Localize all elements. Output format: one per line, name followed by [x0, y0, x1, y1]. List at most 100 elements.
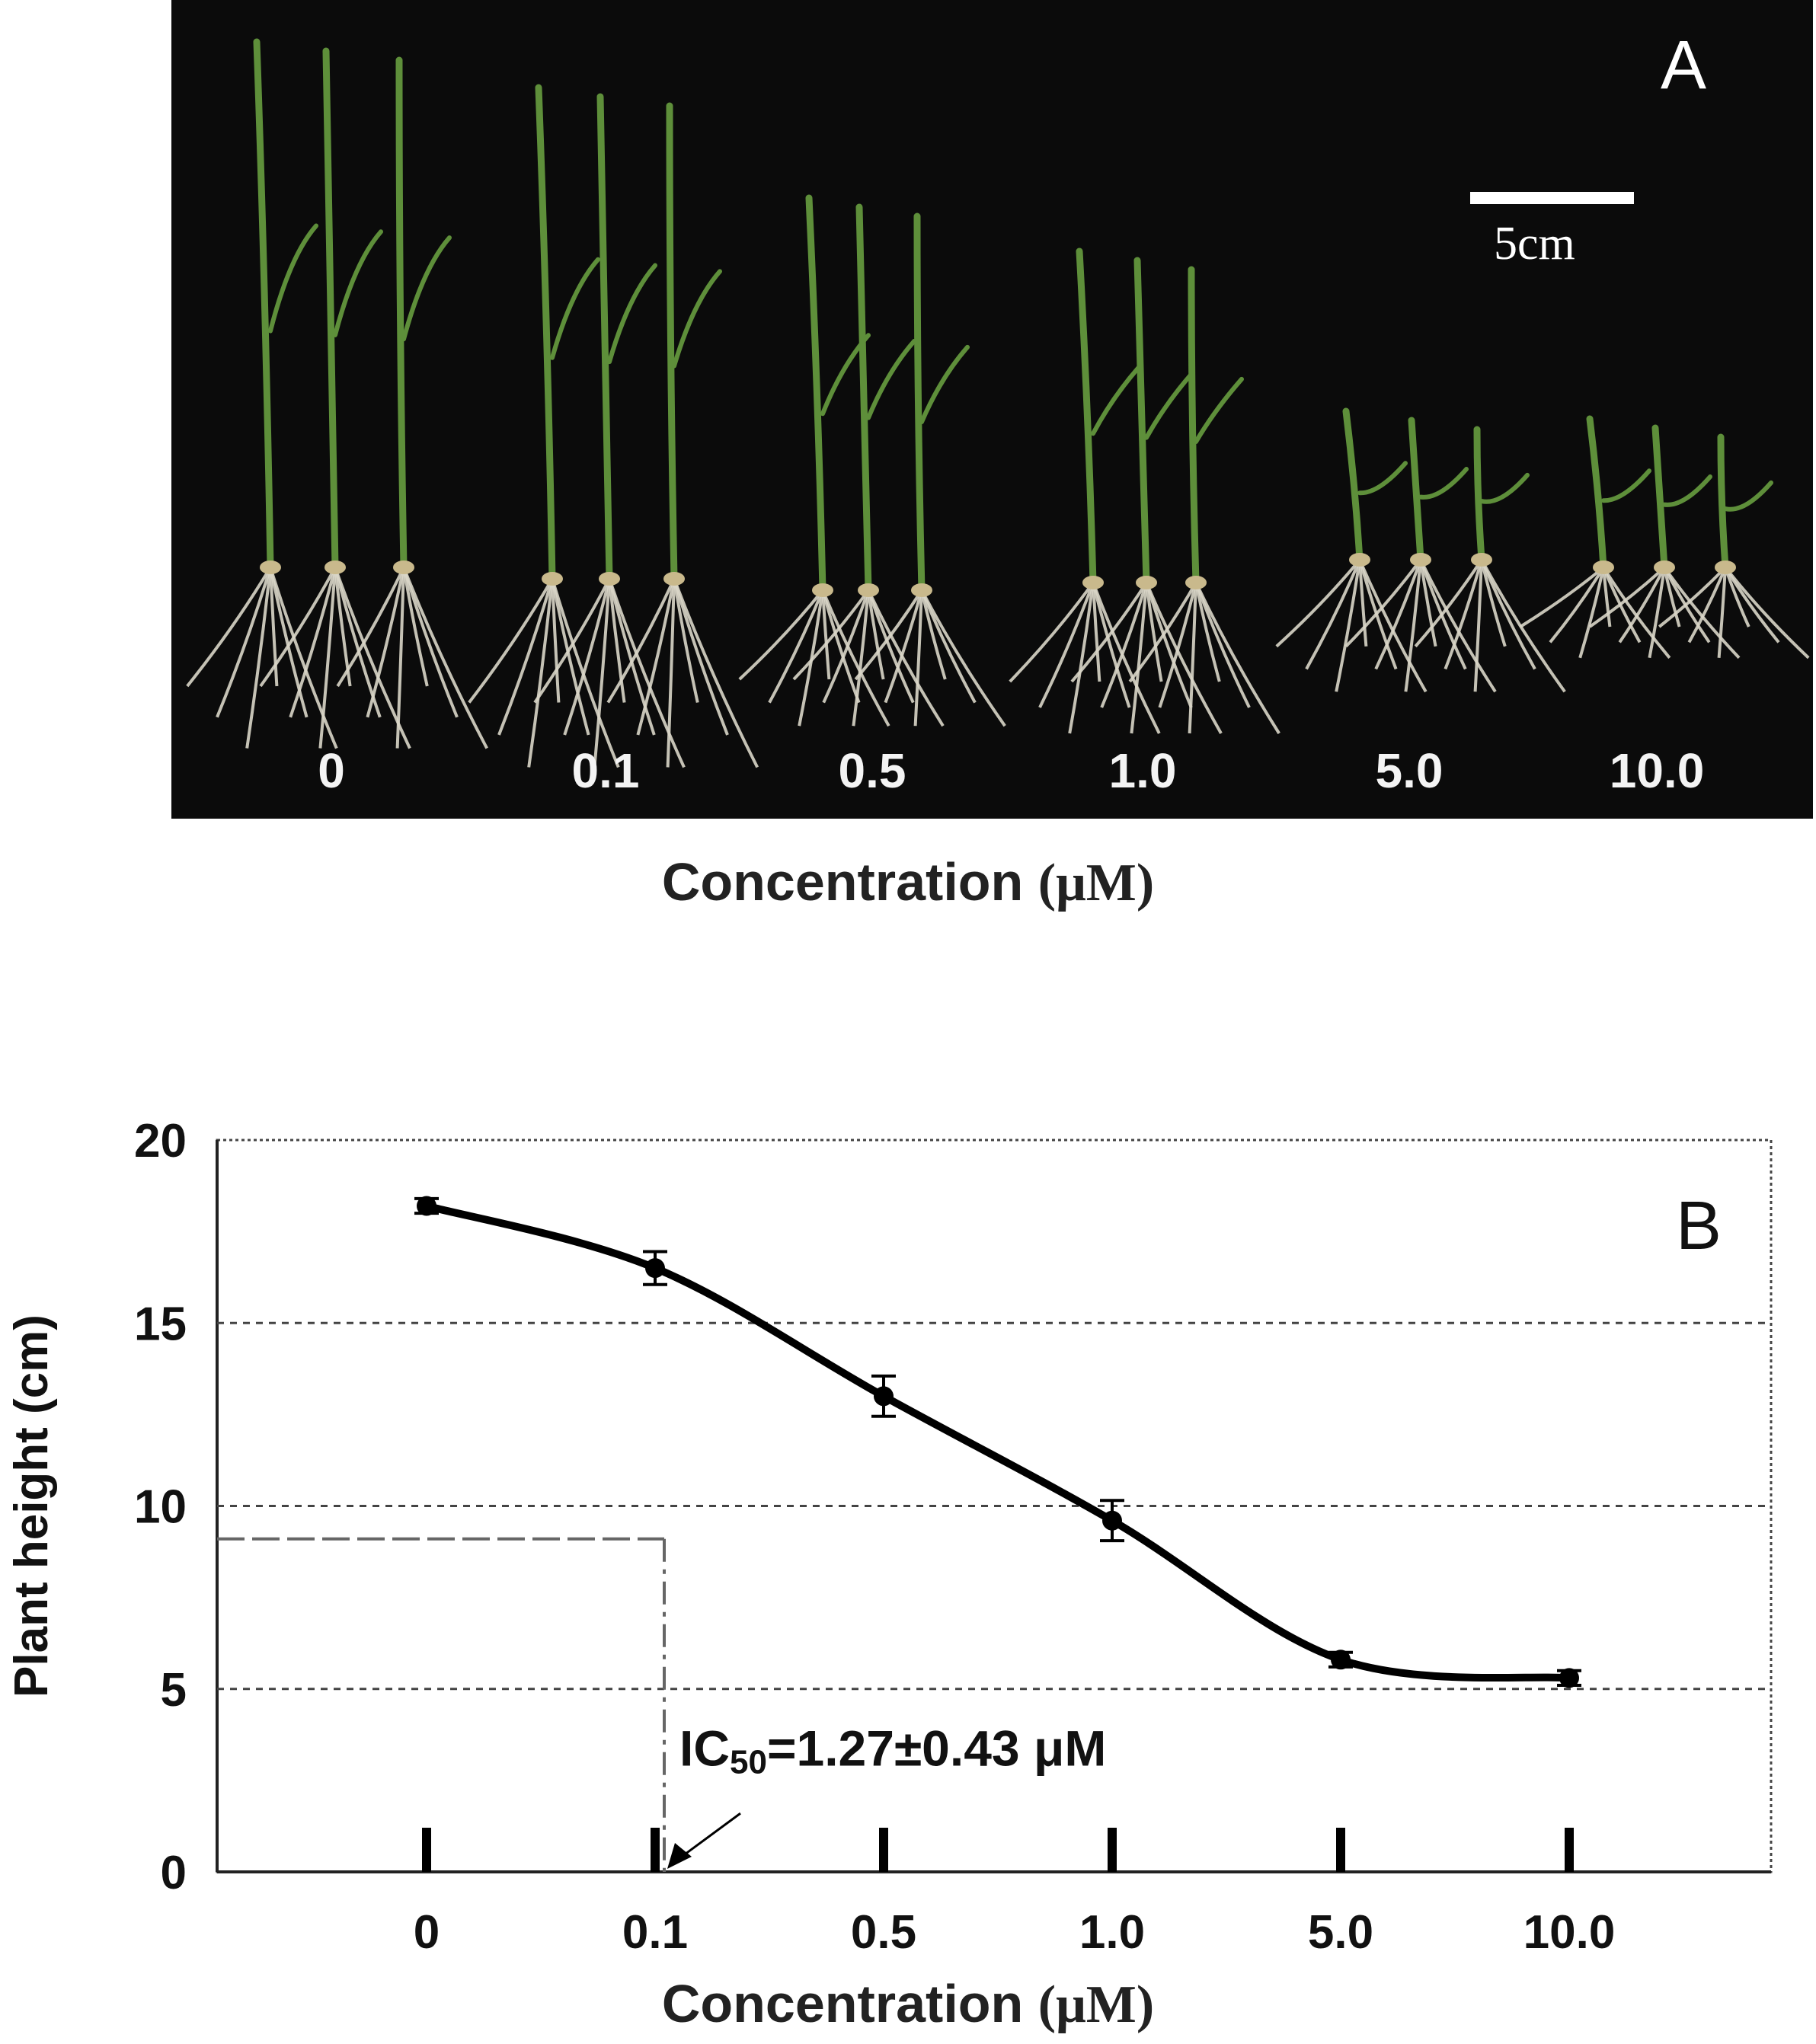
root [186, 566, 272, 688]
root [1092, 582, 1131, 708]
leaf [805, 194, 826, 594]
leaf [607, 263, 657, 365]
root [1092, 582, 1101, 682]
seed [1136, 576, 1157, 589]
root [593, 578, 611, 768]
root [1648, 567, 1666, 659]
seedling-photo-panel: A 5cm 0 0.1 0.5 1.0 5.0 10.0 [171, 0, 1813, 819]
root [269, 567, 309, 718]
root [269, 567, 279, 687]
photo-concentration-label: 0.5 [838, 743, 906, 798]
root [1618, 567, 1666, 644]
root [1717, 567, 1727, 658]
root [1414, 558, 1483, 648]
root [1070, 581, 1148, 683]
seedling [854, 212, 1006, 727]
root [527, 578, 554, 768]
leaf [855, 203, 872, 594]
seed [858, 583, 879, 597]
plant-height-chart: 0 5 10 15 20 Plant height (cm) 0 0.1 0.5 1.0 5.0 10… [5, 1115, 1773, 2034]
leaf [1144, 371, 1194, 440]
root [1602, 566, 1671, 660]
root [245, 567, 272, 749]
root [608, 578, 686, 768]
root [854, 589, 923, 681]
root [402, 567, 488, 749]
root [216, 567, 272, 718]
root [1145, 582, 1193, 708]
root [1128, 582, 1197, 683]
root [821, 589, 861, 704]
root [269, 567, 338, 749]
root [1305, 559, 1361, 670]
leaf [666, 102, 678, 583]
y-tick-label: 20 [134, 1115, 187, 1167]
y-axis-title: Plant height (cm) [5, 1314, 58, 1697]
seed [1349, 553, 1370, 567]
seedling [186, 38, 338, 749]
root [673, 578, 759, 768]
root [1158, 582, 1197, 708]
root [1444, 559, 1483, 670]
leaf [1717, 433, 1729, 571]
seed [1715, 561, 1736, 574]
leaf [535, 84, 556, 583]
root [821, 589, 890, 727]
root [1549, 566, 1605, 644]
seedlings-illustration [186, 38, 1810, 768]
root [259, 567, 337, 688]
root [1658, 566, 1727, 628]
seed [542, 572, 563, 586]
data-point [417, 1196, 436, 1216]
root [1038, 582, 1095, 708]
ic50-arrowhead [667, 1843, 692, 1869]
photo-concentration-label: 1.0 [1108, 743, 1177, 798]
y-tick-label: 0 [161, 1847, 187, 1899]
leaf [919, 344, 970, 425]
root [792, 589, 870, 681]
seedling [1128, 266, 1280, 735]
photo-concentration-label: 0.1 [571, 743, 640, 798]
root [551, 578, 590, 736]
seedling [792, 203, 945, 727]
root [1145, 582, 1163, 682]
root [1480, 559, 1507, 647]
leaf [268, 223, 318, 334]
data-point [874, 1386, 894, 1407]
root [798, 589, 824, 727]
seed [911, 583, 932, 597]
leaf [401, 235, 452, 342]
root [468, 578, 554, 704]
root [289, 567, 337, 718]
scale-bar-label: 5cm [1494, 218, 1575, 270]
panel-b-letter: B [1676, 1188, 1722, 1264]
seedling [1414, 426, 1566, 693]
root [366, 567, 405, 718]
seedling [468, 84, 620, 768]
root [1358, 559, 1368, 647]
root [533, 578, 611, 704]
panel-a-x-axis-title: Concentration (μM) [0, 851, 1816, 914]
seed [1082, 576, 1104, 589]
leaf [1723, 480, 1773, 512]
root [852, 589, 870, 727]
leaf [395, 56, 408, 571]
y-tick-label: 15 [134, 1298, 187, 1350]
panel-a-letter: A [1660, 27, 1706, 104]
x-tick-label: 0.5 [851, 1906, 916, 1959]
root [920, 589, 947, 680]
root [1404, 559, 1422, 692]
leaf [333, 229, 383, 337]
leaf [1651, 424, 1668, 571]
data-point [1331, 1650, 1351, 1670]
panel-a-x-axis-title-unit: (μM) [1037, 854, 1155, 912]
seedling [1275, 407, 1428, 693]
seedling [606, 102, 759, 768]
root [1724, 566, 1810, 660]
root [318, 567, 337, 749]
root [1663, 566, 1741, 660]
x-tick-label: 5.0 [1308, 1906, 1373, 1959]
y-tick-label: 5 [161, 1664, 187, 1717]
root [1358, 559, 1428, 693]
root [1188, 582, 1197, 734]
